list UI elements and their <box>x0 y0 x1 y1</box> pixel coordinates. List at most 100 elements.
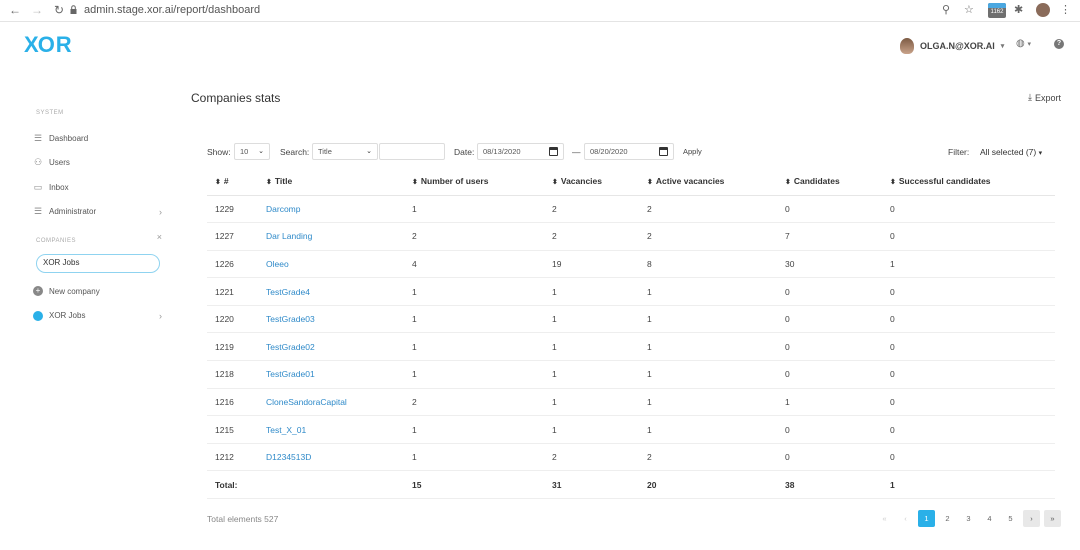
sort-icon: ⬍ <box>412 179 418 187</box>
admin-icon: ☰ <box>33 206 43 217</box>
date-from-input[interactable]: 08/13/2020 <box>477 143 564 160</box>
cell-active-vacancies: 8 <box>639 250 777 279</box>
pagination: « ‹ 1 2 3 4 5 › » <box>876 510 1061 527</box>
cell-users: 1 <box>404 443 544 472</box>
cell-successful: 0 <box>882 195 1055 224</box>
cell-title[interactable]: TestGrade02 <box>258 332 404 362</box>
sidebar-item-administrator[interactable]: ☰ Administrator › <box>30 200 170 225</box>
page-button[interactable]: 2 <box>945 514 950 523</box>
cell-title[interactable]: Darcomp <box>258 195 404 224</box>
logo-or: OR <box>37 32 73 57</box>
sidebar-item-inbox[interactable]: ▭ Inbox <box>30 175 170 200</box>
cell-successful: 0 <box>882 277 1055 306</box>
column-header-vacancies[interactable]: ⬍ Vacancies <box>544 168 639 196</box>
export-button[interactable]: ⤓ Export <box>1028 92 1061 103</box>
column-header-users[interactable]: ⬍ Number of users <box>404 168 544 196</box>
table-row: 1227 Dar Landing 2 2 2 7 0 <box>207 222 1055 251</box>
page-size-select[interactable]: 10 ⌄ <box>234 143 270 160</box>
cell-title[interactable]: Dar Landing <box>258 222 404 251</box>
sidebar-item-label: Users <box>49 158 70 168</box>
close-icon[interactable]: × <box>156 232 162 242</box>
search-input[interactable] <box>379 143 445 160</box>
column-header-successful[interactable]: ⬍ Successful candidates <box>882 168 1055 196</box>
chevron-down-icon: ⌄ <box>258 148 264 155</box>
cell-successful: 0 <box>882 332 1055 362</box>
cell-successful: 0 <box>882 443 1055 472</box>
date-to-value: 08/20/2020 <box>590 147 628 156</box>
forward-icon[interactable]: → <box>31 3 43 17</box>
profile-avatar[interactable] <box>1036 3 1050 17</box>
cell-active-vacancies: 2 <box>639 443 777 472</box>
date-to-input[interactable]: 08/20/2020 <box>584 143 674 160</box>
page-button[interactable]: 4 <box>987 514 992 523</box>
company-search-input[interactable]: XOR Jobs <box>36 254 160 273</box>
menu-dots-icon[interactable]: ⋮ <box>1060 4 1071 16</box>
extension-badge-count: 1162 <box>990 9 1004 15</box>
cell-title[interactable]: CloneSandoraCapital <box>258 388 404 417</box>
cell-candidates: 0 <box>777 443 882 472</box>
cell-active-vacancies: 1 <box>639 360 777 389</box>
filter-select[interactable]: All selected (7) ▾ <box>980 142 1042 164</box>
back-icon[interactable]: ← <box>9 3 21 17</box>
cell-title[interactable]: Test_X_01 <box>258 415 404 444</box>
zoom-icon[interactable]: ⚲ <box>942 4 951 16</box>
sidebar-item-users[interactable]: ⚇ Users <box>30 151 170 176</box>
column-header-id[interactable]: ⬍ # <box>207 168 258 196</box>
reload-icon[interactable]: ↻ <box>53 3 65 17</box>
last-page-icon[interactable]: » <box>1044 510 1061 527</box>
next-page-icon[interactable]: › <box>1023 510 1040 527</box>
cell-title[interactable]: D1234513D <box>258 443 404 472</box>
search-field-select[interactable]: Title ⌄ <box>312 143 378 160</box>
sidebar-item-label: Inbox <box>49 182 69 192</box>
xor-logo[interactable]: X OR <box>24 32 73 57</box>
page-button[interactable]: 1 <box>918 510 935 527</box>
calendar-icon[interactable] <box>549 147 558 156</box>
user-menu[interactable]: OLGA.N@XOR.AI ▾ <box>900 38 1004 54</box>
sidebar: SYSTEM ☰ Dashboard ⚇ Users ▭ Inbox ☰ Adm… <box>30 110 170 328</box>
apply-button[interactable]: Apply <box>683 147 702 156</box>
first-page-icon[interactable]: « <box>882 514 887 523</box>
cell-title[interactable]: Oleeo <box>258 250 404 279</box>
cell-candidates: 0 <box>777 305 882 334</box>
new-company-button[interactable]: + New company <box>30 279 170 304</box>
cell-title[interactable]: TestGrade03 <box>258 305 404 334</box>
table-row: 1215 Test_X_01 1 1 1 0 0 <box>207 415 1055 444</box>
cell-title[interactable]: TestGrade4 <box>258 277 404 306</box>
prev-page-icon[interactable]: ‹ <box>904 514 907 523</box>
cell-users: 2 <box>404 388 544 417</box>
cell-id: 1216 <box>207 388 258 417</box>
table-header-row: ⬍ # ⬍ Title ⬍ Number of users ⬍ Vacancies ⬍ A… <box>207 168 1055 196</box>
user-avatar <box>900 38 914 54</box>
page-button[interactable]: 5 <box>1008 514 1013 523</box>
browser-toolbar: ← → ↻ admin.stage.xor.ai/report/dashboar… <box>0 0 1080 22</box>
help-icon[interactable]: ? <box>1054 39 1064 49</box>
cell-title[interactable]: TestGrade01 <box>258 360 404 389</box>
cell-vacancies: 1 <box>544 388 639 417</box>
search-label: Search: <box>280 147 310 157</box>
sidebar-section-system: SYSTEM <box>36 110 64 116</box>
puzzle-icon[interactable]: ✱ <box>1014 4 1024 16</box>
date-separator: — <box>572 147 581 157</box>
table-total-row: Total: 15 31 20 38 1 <box>207 470 1055 500</box>
cell-users: 1 <box>404 195 544 224</box>
sidebar-item-dashboard[interactable]: ☰ Dashboard <box>30 126 170 151</box>
page-button[interactable]: 3 <box>966 514 971 523</box>
cell-id: 1221 <box>207 277 258 306</box>
cell-vacancies: 1 <box>544 305 639 334</box>
calendar-icon[interactable] <box>659 147 668 156</box>
cell-vacancies: 1 <box>544 277 639 306</box>
page-title: Companies stats <box>191 91 281 105</box>
extension-badge-icon[interactable]: 1162 <box>988 3 1006 18</box>
cell-candidates: 0 <box>777 360 882 389</box>
column-header-title[interactable]: ⬍ Title <box>258 168 404 196</box>
address-bar[interactable]: admin.stage.xor.ai/report/dashboard <box>84 4 261 16</box>
sidebar-item-xor-jobs[interactable]: XOR Jobs › <box>30 304 170 329</box>
inbox-icon: ▭ <box>33 181 43 192</box>
column-header-active-vacancies[interactable]: ⬍ Active vacancies <box>639 168 777 196</box>
star-icon[interactable]: ☆ <box>964 4 974 16</box>
column-header-candidates[interactable]: ⬍ Candidates <box>777 168 882 196</box>
cell-successful: 0 <box>882 222 1055 251</box>
sort-icon: ⬍ <box>215 179 221 187</box>
language-selector[interactable]: ◍ ▾ <box>1016 38 1031 49</box>
chevron-down-icon: ▾ <box>1027 41 1032 48</box>
